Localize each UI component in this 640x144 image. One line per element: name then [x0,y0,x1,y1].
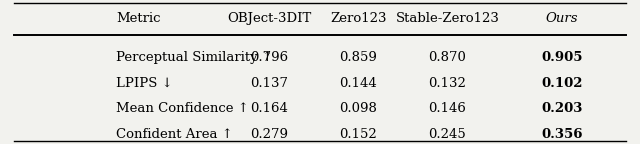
Text: 0.203: 0.203 [541,102,583,115]
Text: 0.146: 0.146 [429,102,467,115]
Text: 0.152: 0.152 [339,128,377,141]
Text: 0.164: 0.164 [250,102,288,115]
Text: 0.356: 0.356 [541,128,583,141]
Text: OBJect-3DIT: OBJect-3DIT [227,12,311,25]
Text: 0.102: 0.102 [541,77,583,90]
Text: Ours: Ours [546,12,579,25]
Text: Confident Area ↑: Confident Area ↑ [116,128,233,141]
Text: Mean Confidence ↑: Mean Confidence ↑ [116,102,249,115]
Text: 0.137: 0.137 [250,77,288,90]
Text: 0.870: 0.870 [429,51,467,64]
Text: 0.144: 0.144 [339,77,377,90]
Text: 0.098: 0.098 [339,102,377,115]
Text: Stable-Zero123: Stable-Zero123 [396,12,499,25]
Text: Metric: Metric [116,12,161,25]
Text: 0.279: 0.279 [250,128,288,141]
Text: 0.796: 0.796 [250,51,288,64]
Text: 0.905: 0.905 [541,51,583,64]
Text: LPIPS ↓: LPIPS ↓ [116,77,173,90]
Text: Perceptual Similarity ↑: Perceptual Similarity ↑ [116,51,273,64]
Text: 0.859: 0.859 [339,51,377,64]
Text: 0.132: 0.132 [429,77,467,90]
Text: 0.245: 0.245 [429,128,467,141]
Text: Zero123: Zero123 [330,12,387,25]
